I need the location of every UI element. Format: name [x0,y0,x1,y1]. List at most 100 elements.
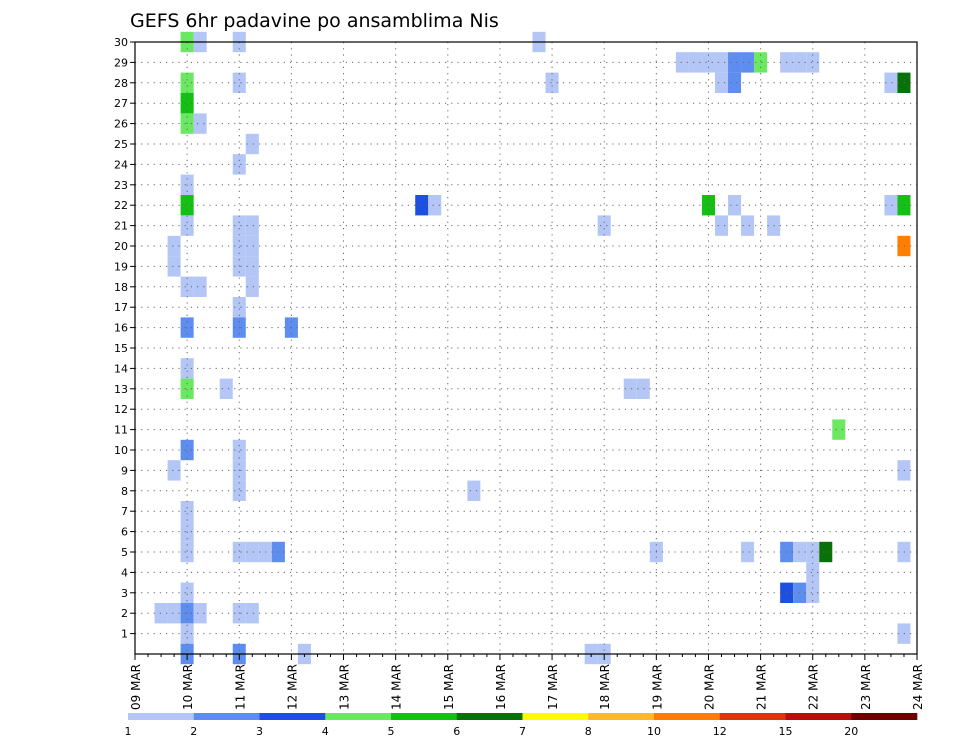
colorbar-label: 15 [779,725,793,738]
chart-title: GEFS 6hr padavine po ansamblima Nis [130,10,499,32]
heatmap-cell [741,541,755,563]
heatmap-cell [180,358,194,379]
heatmap-cell [793,541,807,563]
x-tick-label: 22 MAR [807,664,821,710]
y-tick-label: 30 [114,36,128,49]
colorbar-label: 1 [125,725,132,738]
y-tick-label: 12 [114,403,128,416]
heatmap-cell [806,541,820,563]
heatmap-cell [232,235,246,257]
heatmap-cell [180,215,194,236]
heatmap-cell [180,276,194,297]
y-tick-label: 28 [114,77,128,90]
colorbar-swatch [128,713,195,720]
heatmap-cell [545,72,559,93]
heatmap-cell [728,72,742,93]
y-tick-label: 27 [114,97,128,110]
heatmap-cell [180,195,194,216]
heatmap-cell [884,195,898,216]
x-tick-label: 18 MAR [598,664,612,710]
heatmap-cell [219,378,233,399]
x-tick-label: 10 MAR [181,664,195,710]
heatmap-cell [245,256,259,277]
heatmap-cell [167,235,181,257]
heatmap-cell [597,215,611,236]
x-axis-ticks: 09 MAR 10 MAR 11 MAR 12 MAR 13 MAR 14 MAR 15 M… [129,654,925,710]
heatmap-cell [245,215,259,236]
heatmap-cell [180,623,194,644]
colorbar-label: 6 [453,725,460,738]
heatmap-cell [245,541,259,563]
heatmap-cell [688,52,702,73]
heatmap-cell [714,72,729,93]
colorbar-swatch [719,713,786,720]
heatmap-cell [232,72,246,93]
colorbar-label: 5 [388,725,395,738]
heatmap-cell [728,52,742,73]
y-tick-label: 7 [121,505,128,518]
x-tick-label: 20 MAR [702,664,716,710]
y-tick-label: 6 [121,526,128,539]
x-tick-label: 16 MAR [494,664,508,710]
colorbar-swatch [851,713,918,720]
heatmap-cell [180,541,194,563]
heatmap-cell [714,215,729,236]
x-tick-label: 11 MAR [233,664,247,710]
y-tick-label: 10 [114,444,128,457]
chart-grid [135,42,917,654]
heatmap-cell [714,52,729,73]
heatmap-cell [180,378,194,399]
colorbar-swatch [456,713,523,720]
x-tick-label: 17 MAR [546,664,560,710]
y-tick-label: 4 [121,566,128,579]
heatmap-cell [884,72,898,93]
heatmap-cell [154,603,168,624]
y-tick-label: 1 [121,628,128,641]
heatmap-cell [232,439,246,461]
heatmap-cell [636,378,650,399]
colorbar-swatch [193,713,260,720]
heatmap-cell [754,52,768,73]
colorbar-swatch [522,713,589,720]
colorbar-label: 4 [322,725,329,738]
heatmap-cell [701,195,715,216]
y-tick-label: 22 [114,199,128,212]
y-tick-label: 14 [114,362,128,375]
x-tick-label: 15 MAR [442,664,456,710]
heatmap-cell [245,276,259,297]
colorbar-swatch [654,713,721,720]
heatmap-cell [180,521,194,542]
heatmap-cell [180,582,194,603]
heatmap-cell [180,72,194,93]
y-tick-label: 8 [121,485,128,498]
heatmap-cell [193,113,207,134]
x-tick-label: 23 MAR [859,664,873,710]
heatmap-cell [793,52,807,73]
y-tick-label: 5 [121,546,128,559]
colorbar-label: 20 [844,725,858,738]
heatmap-cell [832,419,846,440]
heatmap-cell [701,52,715,73]
colorbar-swatch [785,713,852,720]
y-tick-label: 11 [114,424,128,437]
colorbar-swatch [259,713,326,720]
heatmap-cell [415,195,429,216]
y-tick-label: 21 [114,220,128,233]
heatmap-cell [245,603,259,624]
y-tick-label: 26 [114,118,128,131]
x-tick-label: 21 MAR [755,664,769,710]
y-tick-label: 23 [114,179,128,192]
y-tick-label: 16 [114,322,128,335]
heatmap-cell [232,541,246,563]
colorbar-label: 2 [190,725,197,738]
heatmap-cell [741,52,755,73]
y-tick-label: 17 [114,301,128,314]
colorbar-label: 10 [647,725,661,738]
heatmap-cell [793,582,807,603]
y-tick-label: 24 [114,158,128,171]
colorbar-swatch [391,713,458,720]
x-tick-label: 19 MAR [650,664,664,710]
heatmap-cell [180,501,194,522]
colorbar-swatch [325,713,392,720]
